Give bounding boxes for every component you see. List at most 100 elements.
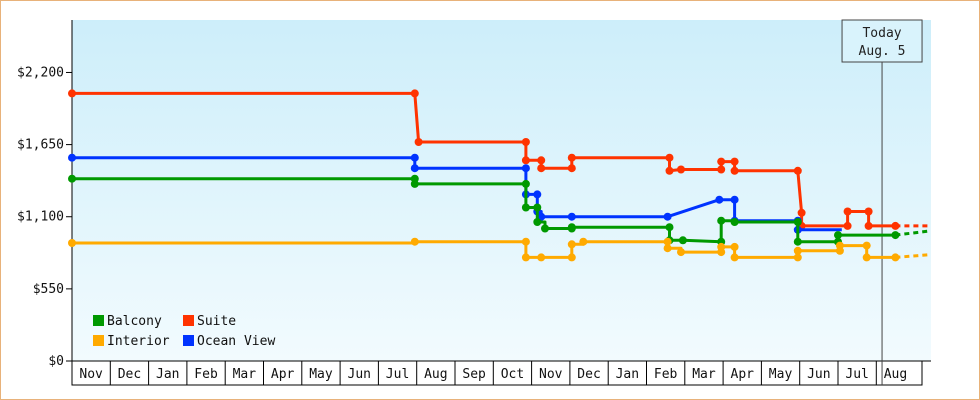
plot-background [72,20,931,361]
legend-label: Suite [197,314,236,329]
x-tick-label: Apr [731,367,755,382]
x-tick-label: Jul [845,367,868,382]
data-point [730,218,739,226]
data-point [521,138,530,146]
data-point [891,221,900,230]
data-point [730,195,739,204]
y-tick-label: $0 [48,354,64,369]
data-point [717,242,726,251]
month-strip [71,360,923,386]
data-point [521,253,530,262]
data-point [521,164,530,173]
data-point [68,239,76,247]
legend-swatch [183,335,194,346]
data-point [843,221,852,230]
legend-swatch [93,315,104,326]
data-point [663,244,672,253]
x-tick-label: Jun [807,367,830,382]
y-tick-label: $2,200 [17,65,64,80]
x-tick-label: May [309,367,333,382]
data-point [567,240,576,249]
data-point [663,212,672,221]
data-point [663,237,672,246]
x-tick-label: Jan [616,367,639,382]
data-point [414,138,423,146]
data-point [717,157,726,166]
x-tick-label: Jul [386,367,409,382]
legend-label: Ocean View [197,334,275,349]
data-point [730,157,739,166]
data-point [665,153,674,162]
data-point [715,195,724,204]
data-point [68,153,76,162]
x-tick-label: Sep [462,367,486,382]
data-point [793,253,802,262]
today-marker: Today Aug. 5 [841,19,923,385]
data-point [537,156,546,165]
x-axis: Nov Dec Jan Feb Mar Apr May Jun Jul Aug Sep Oct Nov D… [71,360,931,386]
data-point [862,241,871,250]
data-point [533,218,542,226]
x-tick-label: Nov [539,367,563,382]
data-point [567,212,576,221]
x-tick-label: Dec [577,367,600,382]
series-projection [895,229,929,237]
x-tick-label: Jan [156,367,179,382]
data-point [567,153,576,162]
data-point [864,207,873,216]
data-point [541,224,549,233]
data-point [793,166,802,175]
data-point [862,253,871,262]
data-point [891,253,900,262]
x-tick-label: Mar [692,367,716,382]
data-point [717,165,726,174]
legend-label: Balcony [107,314,162,329]
series-group [68,89,929,262]
data-point [410,237,419,246]
legend: Balcony Suite Interior Ocean View [93,314,275,349]
data-point [797,208,806,217]
x-tick-label: Oct [501,367,524,382]
y-tick-label: $550 [33,282,64,297]
data-point [891,231,900,240]
today-label: Today [862,26,901,41]
series-balcony [68,174,929,246]
data-point [730,253,739,262]
series-suite [68,89,928,230]
today-date: Aug. 5 [859,44,906,59]
data-point [579,237,588,246]
x-tick-label: Jun [348,367,371,382]
data-point [843,207,852,216]
x-tick-label: Feb [654,367,678,382]
data-point [793,237,802,246]
data-point [521,156,530,165]
x-tick-label: Aug [424,367,447,382]
data-point [410,179,419,188]
data-point [677,165,685,174]
legend-label: Interior [107,334,170,349]
y-tick-label: $1,100 [17,210,64,225]
y-axis: $0 $550 $1,100 $1,650 $2,200 [17,20,73,369]
data-point [567,253,576,262]
legend-swatch [183,315,194,326]
data-point [793,218,802,226]
data-point [717,216,726,225]
series-interior [68,237,929,262]
data-point [68,89,76,98]
x-tick-label: Dec [118,367,141,382]
y-tick-label: $1,650 [17,138,64,153]
data-point [533,203,542,212]
data-point [567,223,576,232]
x-tick-label: Aug [884,367,907,382]
data-point [521,179,530,188]
data-point [793,246,802,255]
data-point [678,236,687,245]
legend-swatch [93,335,104,346]
x-tick-label: Nov [79,367,103,382]
data-point [537,164,546,173]
data-point [835,241,844,250]
x-tick-label: Mar [233,367,257,382]
series-projection [895,253,929,259]
